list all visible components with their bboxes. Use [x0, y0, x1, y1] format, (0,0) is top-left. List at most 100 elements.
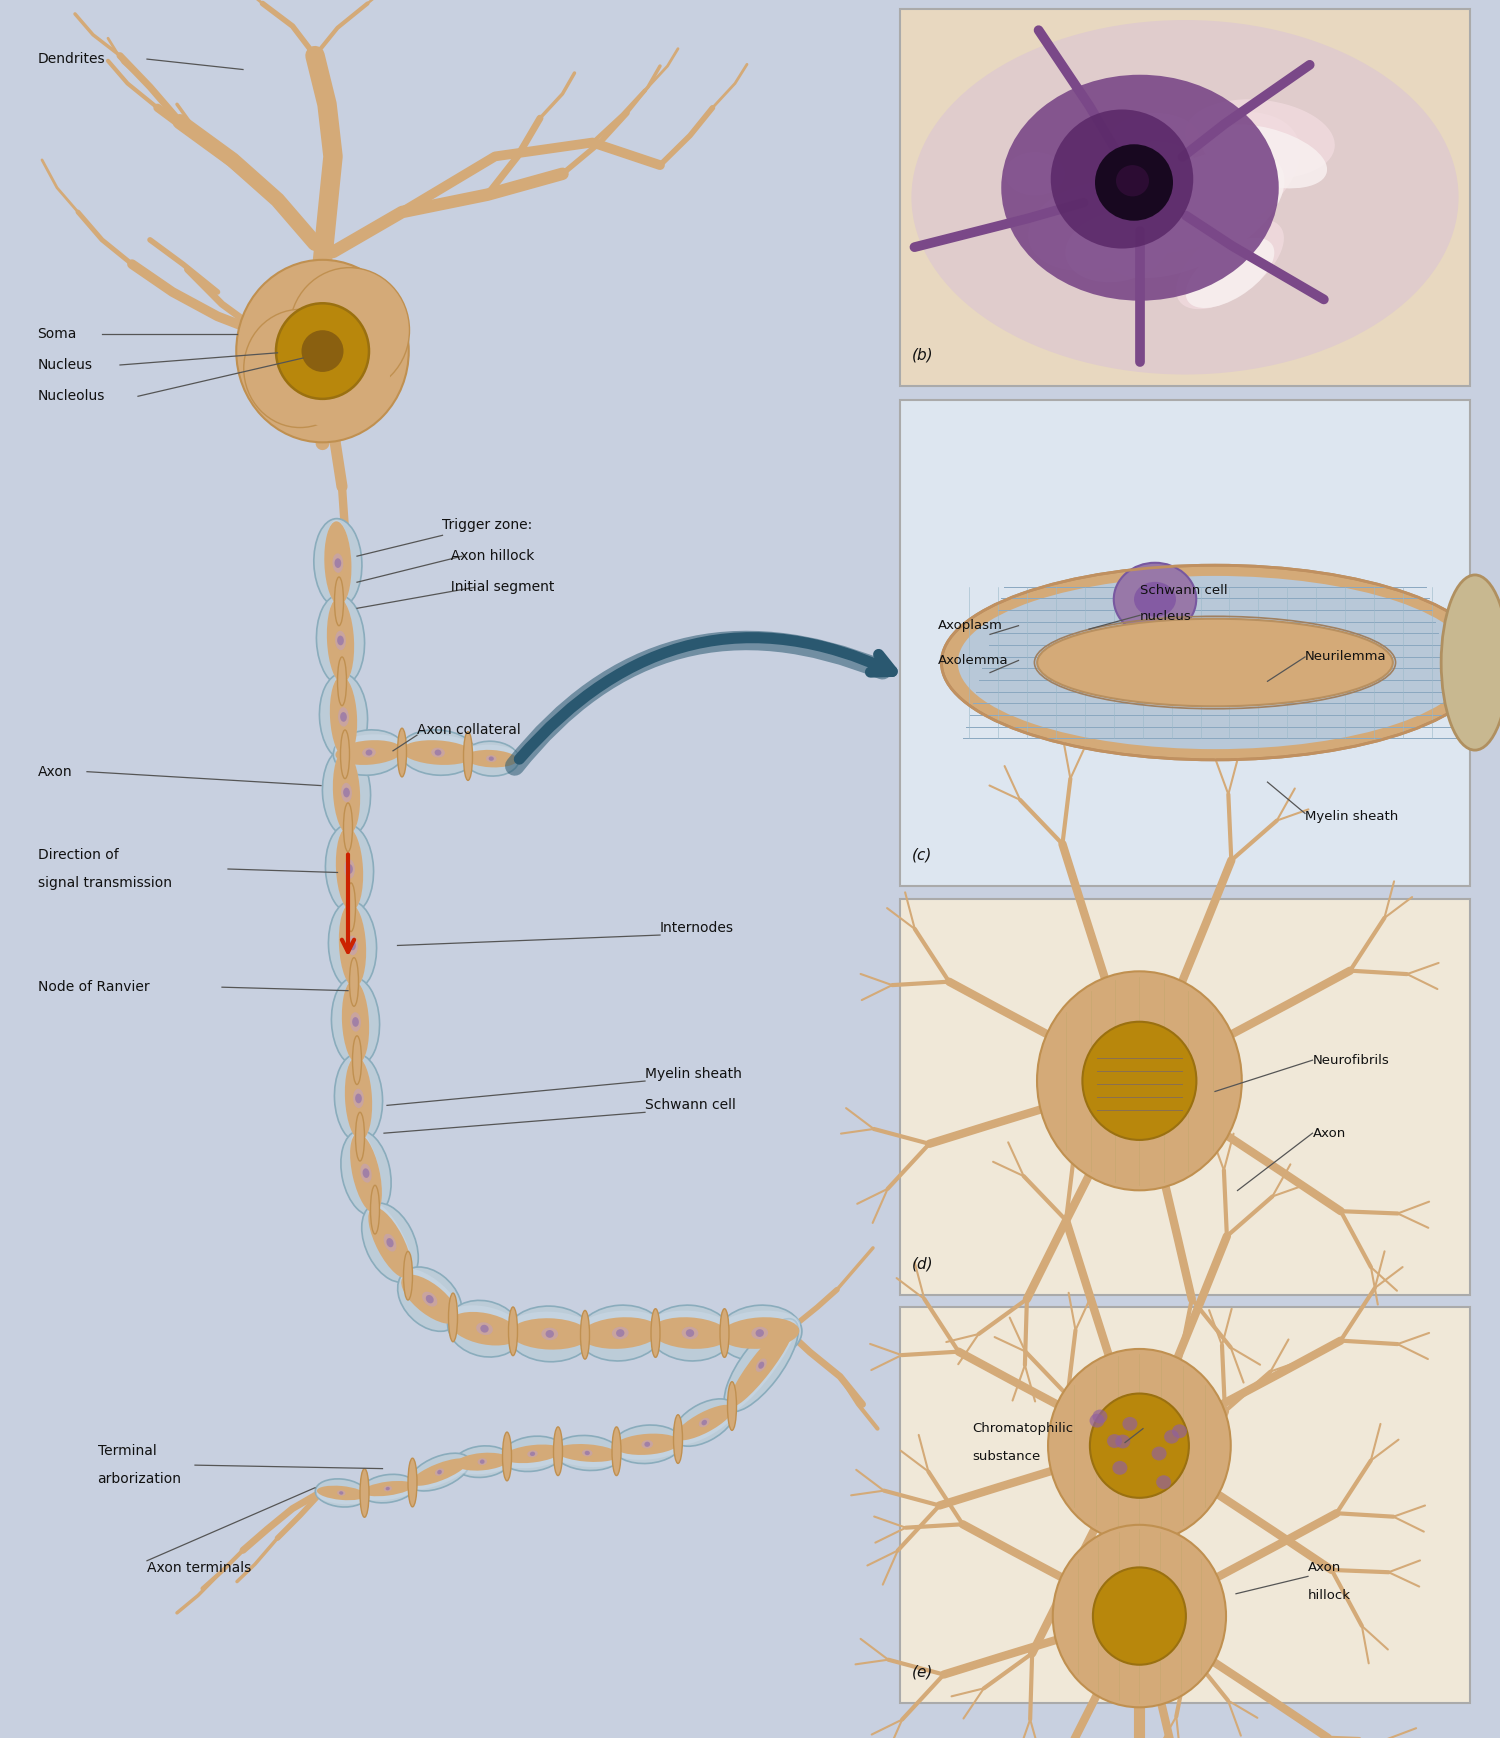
Ellipse shape	[1089, 1413, 1104, 1427]
Ellipse shape	[1083, 1022, 1197, 1140]
Bar	[900, 9, 1470, 386]
Ellipse shape	[1065, 212, 1170, 282]
Ellipse shape	[720, 1309, 729, 1357]
Ellipse shape	[480, 1324, 489, 1333]
Ellipse shape	[501, 1436, 564, 1472]
Ellipse shape	[340, 730, 350, 779]
Text: (d): (d)	[912, 1257, 933, 1270]
Ellipse shape	[320, 673, 368, 761]
Ellipse shape	[422, 1291, 438, 1307]
Text: substance: substance	[972, 1449, 1041, 1463]
Ellipse shape	[724, 1319, 798, 1411]
Ellipse shape	[1028, 181, 1162, 271]
Ellipse shape	[1036, 972, 1242, 1191]
Ellipse shape	[758, 1361, 765, 1370]
Ellipse shape	[360, 1474, 416, 1503]
Ellipse shape	[756, 1359, 766, 1371]
Text: Nucleolus: Nucleolus	[38, 389, 105, 403]
Ellipse shape	[350, 940, 355, 951]
Ellipse shape	[324, 520, 351, 605]
Ellipse shape	[366, 749, 372, 756]
Ellipse shape	[362, 747, 376, 758]
Ellipse shape	[237, 261, 408, 441]
Ellipse shape	[1094, 1568, 1186, 1665]
Ellipse shape	[1122, 1416, 1137, 1430]
Ellipse shape	[477, 1458, 488, 1465]
Ellipse shape	[554, 1427, 562, 1476]
Ellipse shape	[580, 1317, 660, 1349]
Ellipse shape	[642, 1441, 652, 1448]
Ellipse shape	[404, 1251, 412, 1300]
Ellipse shape	[1176, 219, 1284, 309]
Ellipse shape	[322, 747, 370, 838]
Ellipse shape	[387, 1237, 393, 1248]
Ellipse shape	[334, 631, 346, 650]
Ellipse shape	[290, 268, 410, 393]
Ellipse shape	[1002, 75, 1278, 301]
Ellipse shape	[368, 1203, 413, 1276]
Ellipse shape	[398, 728, 406, 777]
Ellipse shape	[334, 577, 344, 626]
Ellipse shape	[327, 598, 354, 683]
Ellipse shape	[338, 1489, 345, 1496]
Ellipse shape	[327, 596, 354, 683]
Ellipse shape	[728, 1382, 736, 1430]
Ellipse shape	[360, 1469, 369, 1517]
Ellipse shape	[1095, 144, 1173, 221]
Ellipse shape	[686, 1330, 694, 1337]
Ellipse shape	[369, 1208, 411, 1277]
Ellipse shape	[339, 1491, 344, 1495]
Text: Axon: Axon	[1312, 1126, 1346, 1140]
Ellipse shape	[402, 740, 474, 765]
Ellipse shape	[1113, 563, 1197, 636]
Ellipse shape	[1110, 113, 1200, 165]
Ellipse shape	[1116, 165, 1149, 196]
Ellipse shape	[1050, 109, 1194, 249]
Ellipse shape	[503, 1432, 512, 1481]
Ellipse shape	[316, 594, 364, 687]
Text: nucleus: nucleus	[1140, 610, 1191, 624]
Ellipse shape	[345, 1057, 372, 1140]
Ellipse shape	[333, 749, 360, 834]
Ellipse shape	[336, 827, 363, 911]
Ellipse shape	[465, 744, 518, 765]
Text: Nucleus: Nucleus	[38, 358, 93, 372]
Ellipse shape	[340, 1130, 392, 1217]
Ellipse shape	[344, 787, 350, 798]
Ellipse shape	[448, 1293, 458, 1342]
Ellipse shape	[1134, 582, 1176, 617]
Ellipse shape	[675, 1404, 734, 1441]
Text: Schwann cell: Schwann cell	[645, 1098, 736, 1112]
Ellipse shape	[344, 803, 352, 852]
Ellipse shape	[352, 1036, 362, 1085]
Ellipse shape	[672, 1399, 736, 1446]
Text: Initial segment: Initial segment	[442, 580, 555, 594]
Ellipse shape	[464, 740, 519, 777]
Ellipse shape	[480, 1460, 484, 1463]
Ellipse shape	[362, 1484, 414, 1500]
Text: arborization: arborization	[98, 1472, 182, 1486]
Ellipse shape	[585, 1451, 590, 1455]
Ellipse shape	[285, 325, 390, 429]
Ellipse shape	[510, 1317, 590, 1350]
Ellipse shape	[243, 309, 357, 428]
Ellipse shape	[1202, 125, 1328, 188]
Ellipse shape	[612, 1427, 621, 1476]
Ellipse shape	[651, 1310, 729, 1342]
Ellipse shape	[1113, 141, 1197, 188]
Ellipse shape	[1185, 99, 1335, 179]
Ellipse shape	[476, 1323, 494, 1335]
Ellipse shape	[486, 754, 496, 763]
Ellipse shape	[582, 1449, 592, 1456]
Ellipse shape	[336, 740, 402, 765]
Ellipse shape	[330, 676, 357, 758]
Ellipse shape	[435, 749, 441, 756]
Ellipse shape	[1053, 1524, 1226, 1707]
Ellipse shape	[615, 1434, 680, 1455]
Text: signal transmission: signal transmission	[38, 876, 171, 890]
Ellipse shape	[411, 1458, 468, 1486]
Ellipse shape	[507, 1305, 592, 1363]
Ellipse shape	[612, 1326, 628, 1340]
Ellipse shape	[555, 1444, 620, 1462]
Ellipse shape	[674, 1415, 682, 1463]
